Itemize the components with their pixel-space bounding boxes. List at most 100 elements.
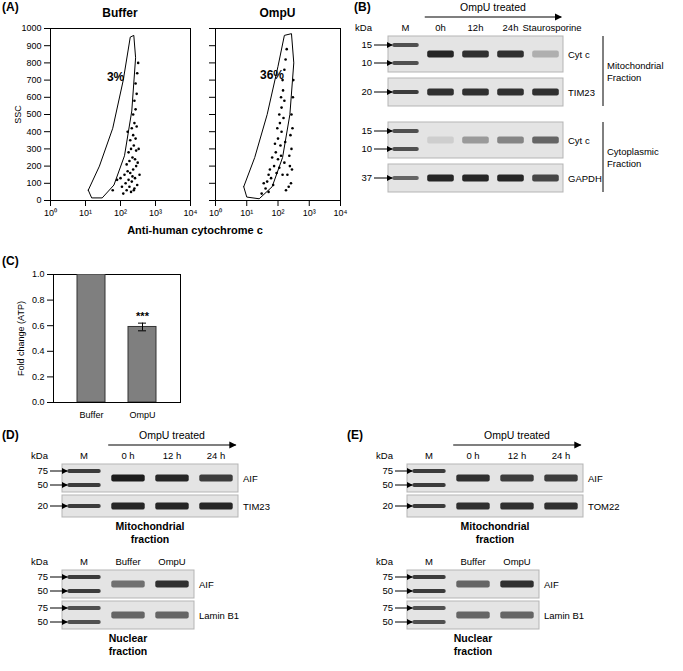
svg-text:3%: 3% bbox=[107, 70, 125, 84]
svg-text:800: 800 bbox=[26, 58, 41, 68]
svg-text:0.0: 0.0 bbox=[32, 397, 45, 407]
svg-text:AIF: AIF bbox=[199, 579, 214, 590]
svg-text:24 h: 24 h bbox=[207, 450, 226, 461]
svg-text:Fraction: Fraction bbox=[607, 158, 641, 169]
svg-text:M: M bbox=[425, 450, 433, 461]
svg-text:GAPDH: GAPDH bbox=[568, 173, 602, 184]
svg-text:12h: 12h bbox=[468, 22, 484, 33]
svg-text:(B): (B) bbox=[354, 0, 371, 14]
svg-text:50: 50 bbox=[382, 585, 393, 596]
svg-text:10¹: 10¹ bbox=[79, 208, 92, 218]
svg-text:fraction: fraction bbox=[454, 645, 493, 657]
svg-text:OmpU: OmpU bbox=[503, 556, 531, 567]
svg-text:AIF: AIF bbox=[544, 579, 559, 590]
svg-text:50: 50 bbox=[37, 585, 48, 596]
svg-text:TOM22: TOM22 bbox=[588, 501, 620, 512]
svg-text:M: M bbox=[80, 556, 88, 567]
svg-text:Buffer: Buffer bbox=[80, 410, 104, 420]
svg-text:AIF: AIF bbox=[588, 473, 603, 484]
svg-text:100: 100 bbox=[26, 178, 41, 188]
svg-text:0: 0 bbox=[36, 195, 41, 205]
svg-text:600: 600 bbox=[26, 92, 41, 102]
svg-text:700: 700 bbox=[26, 75, 41, 85]
svg-text:OmpU treated: OmpU treated bbox=[484, 429, 550, 441]
svg-text:Nuclear: Nuclear bbox=[454, 632, 493, 644]
svg-text:Nuclear: Nuclear bbox=[109, 632, 148, 644]
svg-text:75: 75 bbox=[382, 571, 393, 582]
svg-text:10²: 10² bbox=[271, 208, 284, 218]
svg-text:1.0: 1.0 bbox=[32, 269, 45, 279]
svg-text:10: 10 bbox=[361, 57, 372, 68]
svg-text:20: 20 bbox=[382, 500, 393, 511]
svg-text:Fold change (ATP): Fold change (ATP) bbox=[16, 301, 26, 376]
svg-text:kDa: kDa bbox=[376, 450, 394, 461]
svg-text:Buffer: Buffer bbox=[460, 556, 485, 567]
svg-text:(D): (D) bbox=[2, 428, 19, 442]
svg-text:kDa: kDa bbox=[376, 556, 394, 567]
svg-text:10³: 10³ bbox=[149, 208, 162, 218]
svg-text:kDa: kDa bbox=[355, 22, 373, 33]
svg-text:300: 300 bbox=[26, 144, 41, 154]
svg-text:kDa: kDa bbox=[31, 450, 49, 461]
svg-text:10⁰: 10⁰ bbox=[209, 208, 222, 218]
svg-text:75: 75 bbox=[382, 602, 393, 613]
svg-text:fraction: fraction bbox=[109, 645, 148, 657]
svg-text:0 h: 0 h bbox=[466, 450, 479, 461]
svg-text:37: 37 bbox=[361, 172, 372, 183]
svg-text:75: 75 bbox=[37, 602, 48, 613]
svg-text:10⁴: 10⁴ bbox=[184, 208, 198, 218]
svg-text:(E): (E) bbox=[347, 428, 363, 442]
svg-text:Lamin B1: Lamin B1 bbox=[199, 610, 239, 621]
svg-text:Fraction: Fraction bbox=[607, 72, 641, 83]
svg-text:500: 500 bbox=[26, 109, 41, 119]
svg-text:***: *** bbox=[136, 310, 150, 322]
svg-text:200: 200 bbox=[26, 161, 41, 171]
svg-text:Buffer: Buffer bbox=[115, 556, 140, 567]
svg-text:Mitochondrial: Mitochondrial bbox=[116, 520, 185, 532]
svg-text:M: M bbox=[80, 450, 88, 461]
svg-text:0 h: 0 h bbox=[121, 450, 134, 461]
svg-text:10: 10 bbox=[361, 143, 372, 154]
svg-text:0.4: 0.4 bbox=[32, 346, 45, 356]
svg-text:24h: 24h bbox=[503, 22, 519, 33]
svg-text:0h: 0h bbox=[435, 22, 446, 33]
svg-text:50: 50 bbox=[37, 616, 48, 627]
svg-text:M: M bbox=[425, 556, 433, 567]
svg-text:10⁰: 10⁰ bbox=[44, 208, 57, 218]
svg-text:12 h: 12 h bbox=[163, 450, 182, 461]
svg-text:400: 400 bbox=[26, 127, 41, 137]
svg-text:50: 50 bbox=[382, 616, 393, 627]
svg-text:0.6: 0.6 bbox=[32, 321, 45, 331]
svg-text:10⁴: 10⁴ bbox=[334, 208, 348, 218]
svg-text:Cyt c: Cyt c bbox=[568, 135, 590, 146]
svg-text:20: 20 bbox=[361, 86, 372, 97]
svg-text:15: 15 bbox=[361, 39, 372, 50]
svg-text:0.2: 0.2 bbox=[32, 372, 45, 382]
svg-text:10¹: 10¹ bbox=[240, 208, 253, 218]
svg-text:Mitochondrial: Mitochondrial bbox=[461, 520, 530, 532]
svg-text:Cytoplasmic: Cytoplasmic bbox=[607, 146, 659, 157]
svg-text:TIM23: TIM23 bbox=[568, 87, 595, 98]
svg-text:75: 75 bbox=[37, 571, 48, 582]
svg-text:900: 900 bbox=[26, 41, 41, 51]
svg-text:Lamin B1: Lamin B1 bbox=[544, 610, 584, 621]
svg-text:fraction: fraction bbox=[131, 533, 170, 545]
svg-text:SSC: SSC bbox=[13, 105, 23, 124]
svg-text:OmpU treated: OmpU treated bbox=[139, 429, 205, 441]
svg-text:50: 50 bbox=[382, 479, 393, 490]
svg-text:75: 75 bbox=[37, 465, 48, 476]
svg-text:M: M bbox=[402, 22, 410, 33]
svg-text:Cyt c: Cyt c bbox=[568, 49, 590, 60]
svg-text:20: 20 bbox=[37, 500, 48, 511]
svg-text:10²: 10² bbox=[114, 208, 127, 218]
svg-text:12 h: 12 h bbox=[508, 450, 527, 461]
svg-text:15: 15 bbox=[361, 125, 372, 136]
svg-text:OmpU: OmpU bbox=[158, 556, 186, 567]
svg-text:AIF: AIF bbox=[243, 473, 258, 484]
svg-text:TIM23: TIM23 bbox=[243, 501, 270, 512]
svg-text:OmpU: OmpU bbox=[129, 410, 155, 420]
svg-text:24 h: 24 h bbox=[552, 450, 571, 461]
svg-text:fraction: fraction bbox=[476, 533, 515, 545]
svg-text:0.8: 0.8 bbox=[32, 295, 45, 305]
svg-text:1000: 1000 bbox=[21, 23, 41, 33]
